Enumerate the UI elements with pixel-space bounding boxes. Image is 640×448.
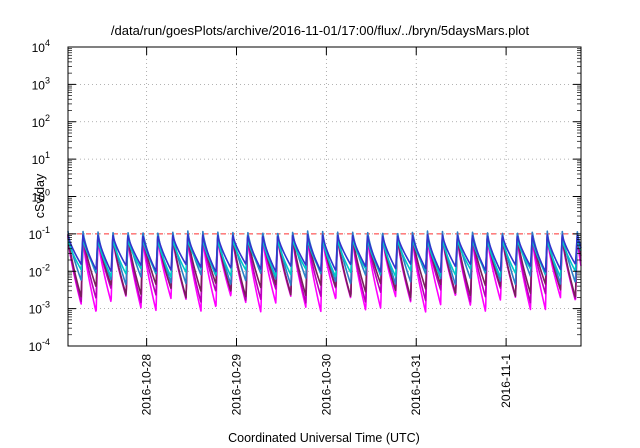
y-tick-label: 104: [32, 38, 50, 55]
y-tick-label: 10-4: [29, 337, 50, 354]
y-tick-label: 10-1: [29, 225, 50, 242]
x-tick-label: 2016-10-28: [140, 354, 154, 416]
y-tick-label: 100: [32, 188, 50, 205]
chart-title: /data/run/goesPlots/archive/2016-11-01/1…: [111, 23, 530, 38]
series-group: [67, 230, 582, 313]
y-axis-label: cSv/day: [33, 173, 47, 218]
y-tick-label: 103: [32, 75, 50, 92]
grid: [68, 47, 581, 346]
y-tick-label: 102: [32, 113, 50, 130]
y-tick-label: 10-3: [29, 300, 50, 317]
x-tick-label: 2016-10-29: [230, 354, 244, 416]
y-tick-label: 101: [32, 150, 50, 167]
x-tick-label: 2016-11-1: [499, 354, 513, 408]
x-axis-label: Coordinated Universal Time (UTC): [228, 431, 420, 445]
x-tick-label: 2016-10-30: [319, 354, 333, 416]
series-line: [67, 233, 582, 273]
x-tick-label: 2016-10-31: [409, 354, 423, 416]
ticks: 10-4 10-3 10-2 10-1 100 101 102 103 104 2016-10-2…: [29, 38, 581, 415]
y-tick-label: 10-2: [29, 262, 50, 279]
